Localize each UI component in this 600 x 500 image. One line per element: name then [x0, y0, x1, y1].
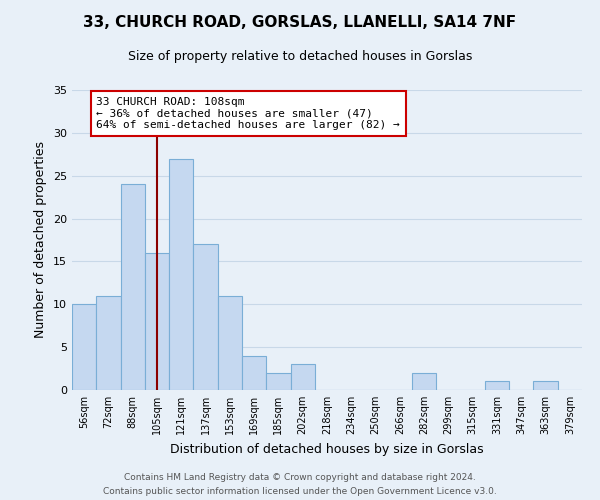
Bar	[266, 373, 290, 390]
Text: Size of property relative to detached houses in Gorslas: Size of property relative to detached ho…	[128, 50, 472, 63]
Bar	[145, 253, 169, 390]
Bar	[533, 382, 558, 390]
Y-axis label: Number of detached properties: Number of detached properties	[34, 142, 47, 338]
Bar	[218, 296, 242, 390]
Bar	[121, 184, 145, 390]
Text: 33, CHURCH ROAD, GORSLAS, LLANELLI, SA14 7NF: 33, CHURCH ROAD, GORSLAS, LLANELLI, SA14…	[83, 15, 517, 30]
Bar	[485, 382, 509, 390]
Bar	[290, 364, 315, 390]
X-axis label: Distribution of detached houses by size in Gorslas: Distribution of detached houses by size …	[170, 442, 484, 456]
Text: 33 CHURCH ROAD: 108sqm
← 36% of detached houses are smaller (47)
64% of semi-det: 33 CHURCH ROAD: 108sqm ← 36% of detached…	[96, 97, 400, 130]
Text: Contains HM Land Registry data © Crown copyright and database right 2024.: Contains HM Land Registry data © Crown c…	[124, 472, 476, 482]
Text: Contains public sector information licensed under the Open Government Licence v3: Contains public sector information licen…	[103, 488, 497, 496]
Bar	[242, 356, 266, 390]
Bar	[169, 158, 193, 390]
Bar	[193, 244, 218, 390]
Bar	[96, 296, 121, 390]
Bar	[72, 304, 96, 390]
Bar	[412, 373, 436, 390]
